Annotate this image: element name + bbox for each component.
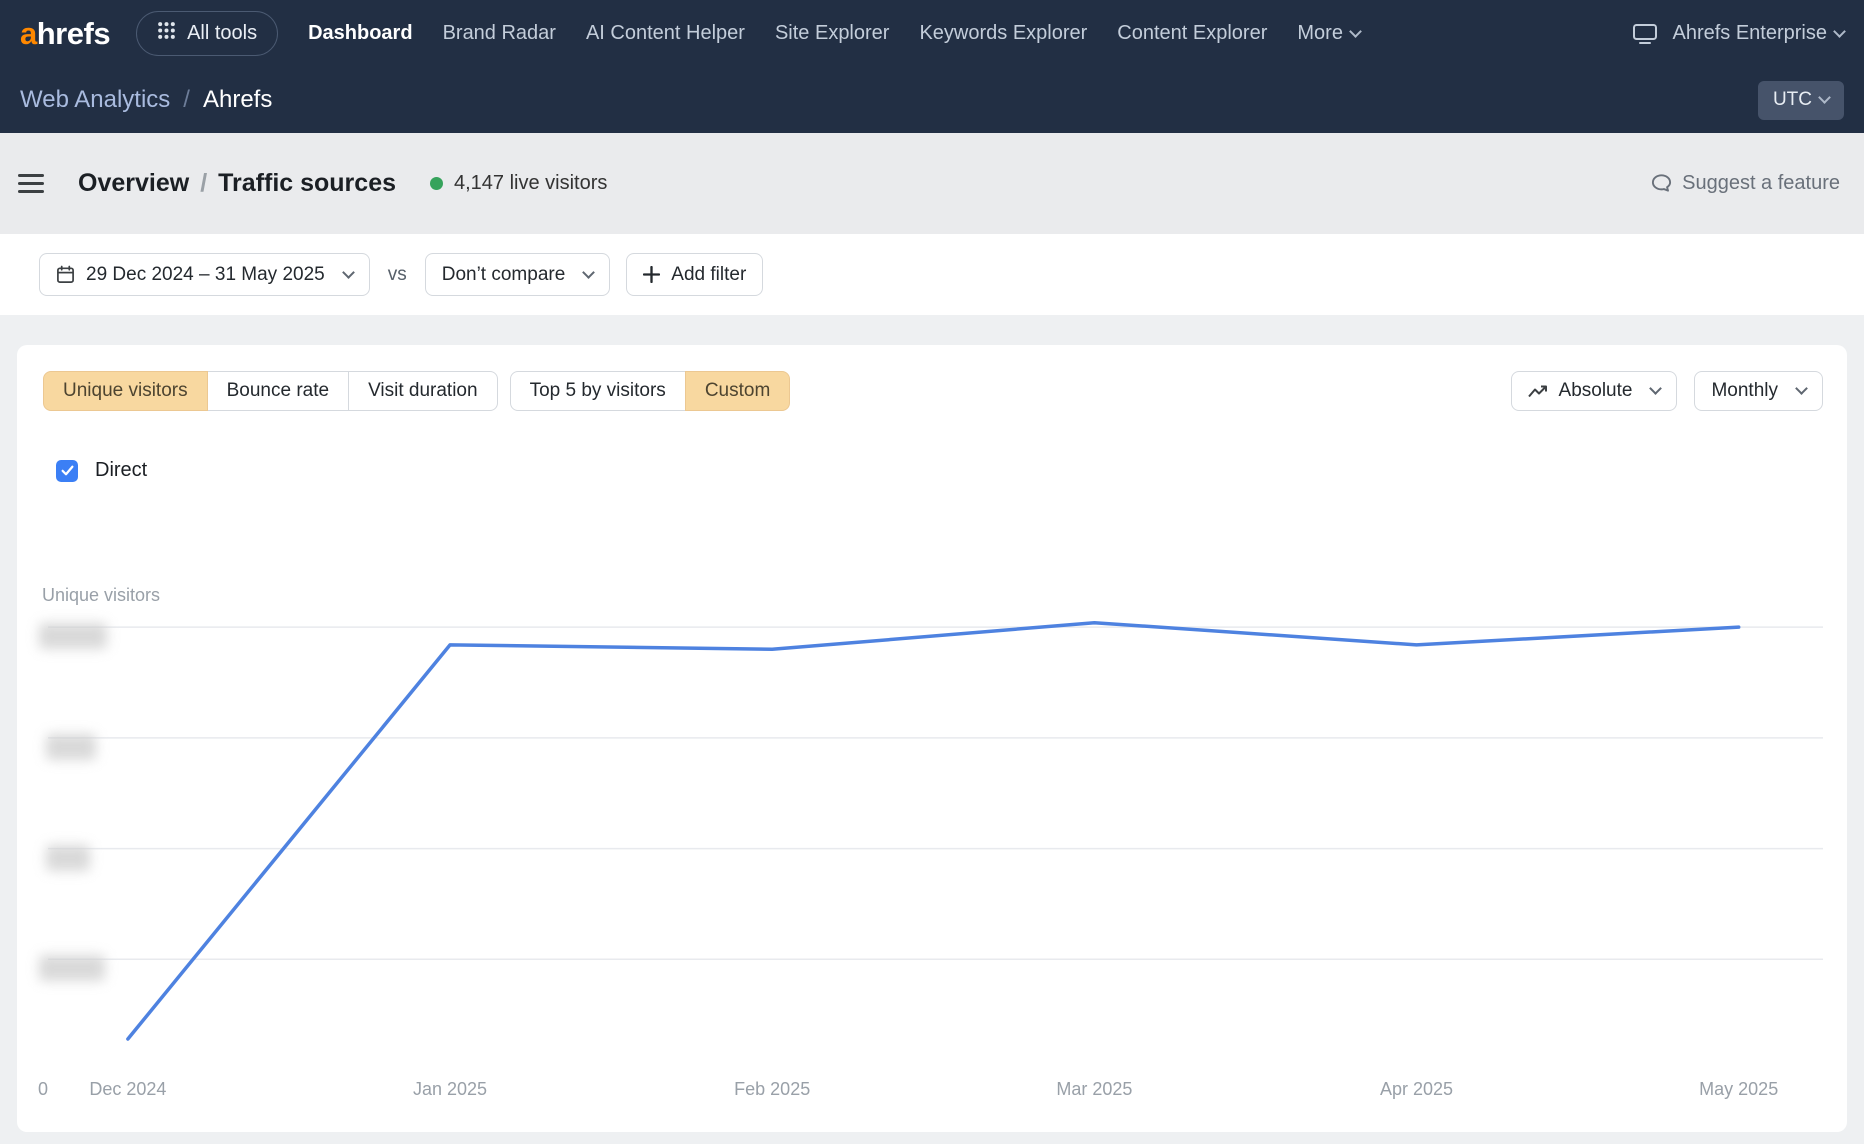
trend-line-icon — [1527, 384, 1548, 399]
plus-icon — [643, 266, 661, 283]
granularity-select[interactable]: Monthly — [1694, 371, 1823, 411]
live-visitors: 4,147 live visitors — [430, 172, 607, 195]
date-range-label: 29 Dec 2024 – 31 May 2025 — [86, 263, 325, 285]
title-traffic-sources: Traffic sources — [218, 169, 396, 197]
live-indicator-dot — [430, 177, 443, 190]
traffic-sources-card: Unique visitors Bounce rate Visit durati… — [17, 345, 1847, 1132]
y-axis-zero-label: 0 — [38, 1079, 49, 1099]
monitor-icon[interactable] — [1632, 23, 1658, 45]
nav-keywords-explorer[interactable]: Keywords Explorer — [919, 22, 1088, 44]
title-separator: / — [200, 169, 208, 197]
title-overview[interactable]: Overview — [78, 169, 190, 197]
x-axis-tick: Apr 2025 — [1379, 1079, 1454, 1099]
direct-checkbox[interactable] — [56, 459, 78, 482]
suggest-feature-label: Suggest a feature — [1682, 172, 1840, 194]
nav-more-label: More — [1297, 22, 1343, 44]
enterprise-label: Ahrefs Enterprise — [1672, 22, 1827, 44]
breadcrumb-separator: / — [183, 86, 190, 113]
x-axis-tick: Feb 2025 — [734, 1079, 811, 1099]
traffic-line-chart — [48, 620, 1823, 1041]
timezone-label: UTC — [1772, 89, 1812, 110]
breadcrumb-web-analytics[interactable]: Web Analytics — [20, 86, 171, 113]
date-range-button[interactable]: 29 Dec 2024 – 31 May 2025 — [39, 253, 370, 296]
unique-visitors-chart: Unique visitors Dec 2024 Jan 2025 Feb 20… — [38, 574, 1823, 1099]
all-tools-label: All tools — [187, 22, 258, 44]
ahrefs-logo[interactable]: ahrefs — [20, 15, 111, 52]
filter-bar: 29 Dec 2024 – 31 May 2025 vs Don’t compa… — [0, 234, 1864, 315]
chevron-down-icon — [1795, 382, 1808, 395]
x-axis-tick: Jan 2025 — [412, 1079, 488, 1099]
logo-rest: hrefs — [36, 15, 111, 51]
x-axis-tick: May 2025 — [1699, 1079, 1779, 1099]
timezone-button[interactable]: UTC — [1757, 80, 1844, 120]
tab-top5-by-visitors[interactable]: Top 5 by visitors — [509, 371, 686, 411]
series-legend: Direct — [56, 459, 1847, 482]
chevron-down-icon — [1349, 24, 1362, 38]
metric-tab-group: Unique visitors Bounce rate Visit durati… — [43, 371, 498, 411]
y-axis-tick-redacted — [46, 844, 90, 871]
main-nav: Dashboard Brand Radar AI Content Helper … — [308, 22, 1362, 45]
grid-icon — [157, 21, 176, 46]
logo-accent: a — [20, 15, 37, 51]
compare-label: Don’t compare — [441, 263, 566, 285]
nav-dashboard[interactable]: Dashboard — [308, 22, 413, 44]
chevron-down-icon — [582, 265, 596, 279]
enterprise-menu[interactable]: Ahrefs Enterprise — [1672, 22, 1846, 45]
chevron-down-icon — [341, 265, 355, 279]
chart-controls: Absolute Monthly — [1510, 371, 1823, 411]
direct-label: Direct — [95, 459, 148, 481]
chevron-down-icon — [1818, 91, 1831, 104]
tab-bounce-rate[interactable]: Bounce rate — [206, 371, 350, 411]
calendar-icon — [56, 265, 75, 284]
live-visitors-count: 4,147 live visitors — [454, 172, 608, 194]
tab-custom[interactable]: Custom — [684, 371, 791, 411]
mode-label: Absolute — [1558, 380, 1633, 401]
nav-ai-content-helper[interactable]: AI Content Helper — [585, 22, 745, 44]
y-axis-tick-redacted — [39, 623, 107, 650]
y-axis-tick-redacted — [39, 955, 105, 982]
suggest-feature-button[interactable]: Suggest a feature — [1651, 172, 1840, 195]
title-bar: Overview / Traffic sources 4,147 live vi… — [0, 133, 1864, 234]
compare-button[interactable]: Don’t compare — [424, 253, 611, 296]
tab-unique-visitors[interactable]: Unique visitors — [43, 371, 208, 411]
top-nav: ahrefs All tools Dashboard Brand Radar A… — [0, 0, 1864, 67]
x-axis-tick: Dec 2024 — [89, 1079, 167, 1099]
metric-tabs-row: Unique visitors Bounce rate Visit durati… — [17, 345, 1847, 411]
chevron-down-icon — [1649, 382, 1663, 395]
breadcrumb-project[interactable]: Ahrefs — [202, 86, 273, 113]
mode-select[interactable]: Absolute — [1510, 371, 1678, 411]
menu-icon[interactable] — [18, 174, 44, 193]
x-axis-tick: Mar 2025 — [1056, 1079, 1133, 1099]
vs-label: vs — [387, 263, 407, 285]
nav-right: Ahrefs Enterprise — [1632, 22, 1846, 45]
nav-more[interactable]: More — [1297, 22, 1362, 45]
y-axis-tick-redacted — [46, 733, 96, 760]
add-filter-button[interactable]: Add filter — [626, 253, 764, 296]
add-filter-label: Add filter — [671, 263, 747, 285]
tab-visit-duration[interactable]: Visit duration — [348, 371, 498, 411]
breadcrumb-bar: Web Analytics / Ahrefs UTC — [0, 67, 1864, 133]
nav-site-explorer[interactable]: Site Explorer — [774, 22, 890, 44]
chart-y-axis-title: Unique visitors — [42, 585, 161, 605]
nav-content-explorer[interactable]: Content Explorer — [1117, 22, 1268, 44]
chevron-down-icon — [1833, 24, 1846, 38]
all-tools-button[interactable]: All tools — [136, 11, 279, 56]
page-title: Overview / Traffic sources — [78, 169, 396, 198]
breakdown-tab-group: Top 5 by visitors Custom — [509, 371, 791, 411]
granularity-label: Monthly — [1711, 380, 1778, 401]
chat-bubble-icon — [1651, 173, 1672, 194]
nav-brand-radar[interactable]: Brand Radar — [442, 22, 556, 44]
